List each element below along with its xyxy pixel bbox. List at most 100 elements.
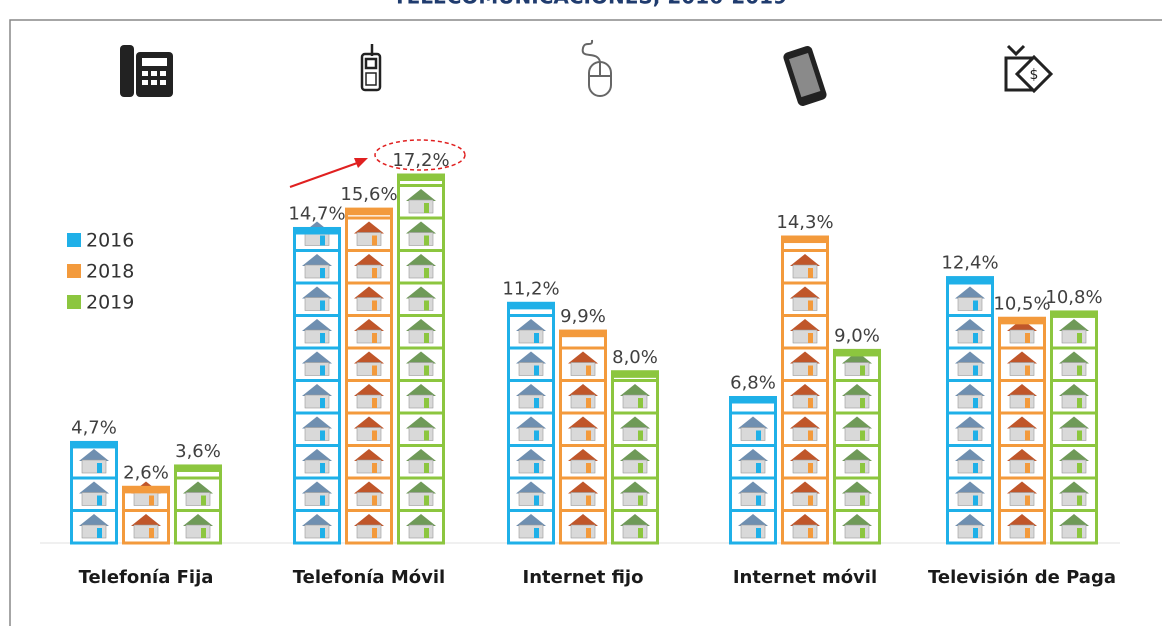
house [740, 524, 766, 539]
house [304, 524, 330, 539]
house [131, 514, 161, 526]
x-tick-label: Internet fijo [523, 567, 644, 588]
house [622, 492, 648, 506]
house [408, 329, 434, 344]
house [1077, 430, 1082, 441]
value-label: 14,3% [776, 212, 833, 233]
house [424, 398, 429, 408]
value-label: 4,7% [71, 417, 117, 438]
house [356, 492, 382, 506]
house [320, 430, 325, 441]
house [406, 514, 436, 526]
bar-top [999, 318, 1045, 325]
bar-group [781, 235, 829, 545]
bar-top [123, 487, 169, 494]
house [408, 524, 434, 539]
house [1059, 481, 1089, 494]
house [1007, 351, 1037, 364]
value-label: 6,8% [730, 373, 776, 394]
bar-group [293, 221, 341, 545]
house [518, 524, 544, 539]
house [1025, 365, 1030, 376]
bar-group [122, 481, 170, 545]
house [842, 416, 872, 429]
bar-group [729, 396, 777, 545]
house [808, 333, 813, 343]
house [973, 463, 978, 473]
bar [729, 396, 777, 545]
house [1059, 351, 1089, 364]
house [424, 528, 429, 538]
house [620, 449, 650, 461]
house [516, 514, 546, 526]
house [622, 427, 648, 441]
house [424, 300, 429, 311]
house [79, 481, 109, 494]
house [320, 528, 325, 538]
house [408, 199, 434, 214]
house [792, 362, 818, 376]
house [790, 449, 820, 461]
house [356, 329, 382, 344]
house [955, 416, 985, 429]
house [842, 351, 872, 364]
house [860, 528, 865, 538]
house [1009, 427, 1035, 441]
house [320, 463, 325, 473]
bar [345, 207, 393, 545]
house [354, 254, 384, 266]
house [738, 514, 768, 526]
house [842, 514, 872, 526]
house [516, 416, 546, 429]
house [518, 329, 544, 344]
house [957, 329, 983, 344]
house [955, 449, 985, 461]
house [516, 351, 546, 364]
house [586, 365, 591, 376]
house [1009, 459, 1035, 474]
house [320, 268, 325, 278]
house [354, 221, 384, 234]
house [808, 365, 813, 376]
house [570, 492, 596, 506]
house [808, 268, 813, 278]
house [302, 449, 332, 461]
house [406, 254, 436, 266]
house [1061, 427, 1087, 441]
house [973, 398, 978, 408]
house [516, 384, 546, 396]
house [955, 514, 985, 526]
house [808, 430, 813, 441]
house [973, 528, 978, 538]
house [844, 524, 870, 539]
icon-tv: $ [1004, 44, 1054, 94]
house [860, 398, 865, 408]
house [304, 492, 330, 506]
house [372, 463, 377, 473]
bar-top [834, 350, 880, 357]
bar-top [346, 209, 392, 216]
house [304, 264, 330, 279]
house [516, 481, 546, 494]
house [354, 384, 384, 396]
house [790, 481, 820, 494]
house [568, 384, 598, 396]
bar [397, 173, 445, 545]
house [570, 459, 596, 474]
house [622, 524, 648, 539]
bar [998, 316, 1046, 545]
house [372, 495, 377, 506]
x-tick-label: Telefonía Fija [79, 567, 214, 588]
house [354, 351, 384, 364]
house [568, 481, 598, 494]
house [756, 463, 761, 473]
house [808, 463, 813, 473]
house [79, 449, 109, 461]
icon-phone [120, 45, 173, 97]
house [1061, 524, 1087, 539]
house [408, 232, 434, 246]
house [201, 528, 206, 538]
house [372, 430, 377, 441]
house [406, 481, 436, 494]
house [568, 514, 598, 526]
